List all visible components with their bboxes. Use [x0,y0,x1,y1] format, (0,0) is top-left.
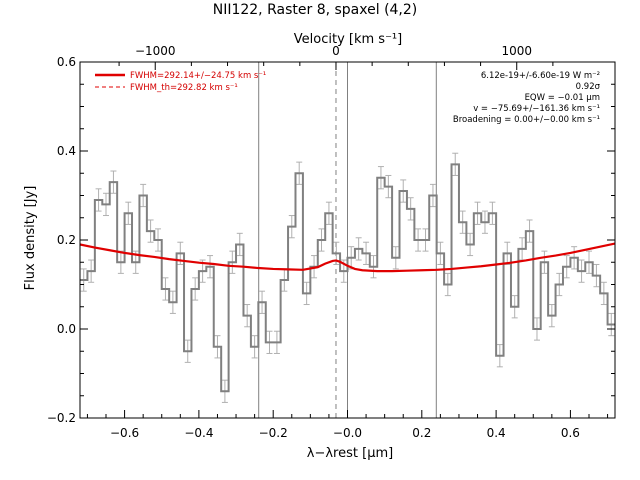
x-tick-label: 0.6 [561,426,580,440]
legend-solid-label: FWHM=292.14+/−24.75 km s⁻¹ [130,71,266,81]
axes: −0.6 −0.4 −0.2 −0.0 0.2 0.4 0.6 −1000 0 1000 −0.2 0… [47,44,616,440]
legend-dashed-label: FWHM_th=292.82 km s⁻¹ [130,83,238,93]
x-tick-label: −0.2 [259,426,288,440]
top-tick-label: −1000 [135,44,176,58]
annotation-eqw: EQW = −0.01 μm [525,93,600,103]
top-x-axis-label: Velocity [km s⁻¹] [294,32,402,47]
y-tick-label: −0.2 [47,411,76,425]
x-tick-label: −0.6 [110,426,139,440]
fit-series-1 [80,243,615,272]
annotation-sigma: 0.92σ [576,82,601,92]
annotation-flux: 6.12e-19+/-6.60e-19 W m⁻² [481,71,600,81]
chart-title: NII122, Raster 8, spaxel (4,2) [213,2,418,18]
y-tick-label: 0.2 [57,233,76,247]
annotation-broadening: Broadening = 0.00+/−0.00 km s⁻¹ [453,115,600,125]
x-axis-label: λ−λrest [μm] [307,446,393,461]
legend: FWHM=292.14+/−24.75 km s⁻¹ FWHM_th=292.8… [95,71,266,93]
y-axis-label: Flux density [Jy] [23,186,38,291]
plot-area [80,62,615,418]
y-tick-label: 0.6 [57,55,76,69]
y-tick-label: 0.4 [57,144,76,158]
top-tick-label: 0 [332,44,340,58]
y-tick-label: 0.0 [57,322,76,336]
x-tick-label: −0.4 [184,426,213,440]
annotation-velocity: v = −75.69+/−161.36 km s⁻¹ [473,104,600,114]
top-tick-label: 1000 [501,44,532,58]
spectrum-steps [80,163,615,393]
x-tick-label: −0.0 [333,426,362,440]
x-tick-label: 0.4 [487,426,506,440]
fit-annotations: 6.12e-19+/-6.60e-19 W m⁻² 0.92σ EQW = −0… [453,71,601,125]
x-tick-label: 0.2 [412,426,431,440]
